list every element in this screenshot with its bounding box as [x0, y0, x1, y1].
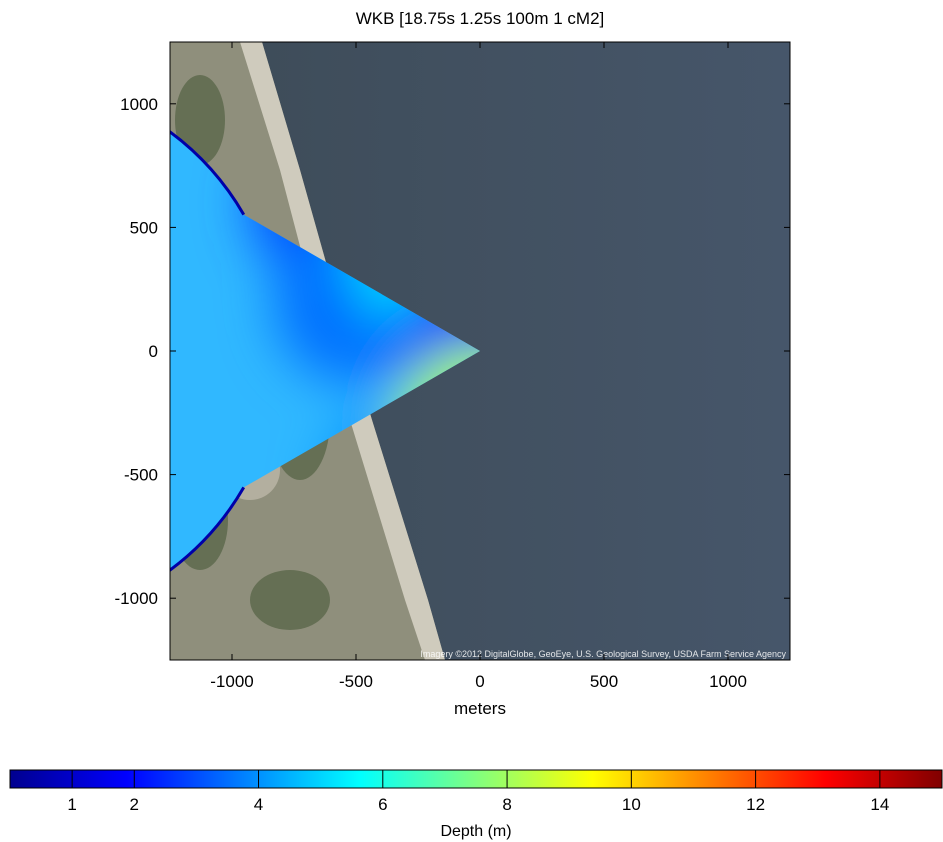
y-tick-label: 500 — [130, 218, 158, 237]
x-tick-label: -1000 — [210, 672, 253, 691]
colorbar-tick-label: 6 — [378, 795, 387, 814]
colorbar-tick-label: 4 — [254, 795, 263, 814]
y-tick-label: -500 — [124, 466, 158, 485]
colorbar-tick-label: 8 — [502, 795, 511, 814]
colorbar-tick-label: 2 — [130, 795, 139, 814]
y-tick-label: -1000 — [115, 589, 158, 608]
colorbar-tick-label: 12 — [746, 795, 765, 814]
x-tick-label: -500 — [339, 672, 373, 691]
colorbar-tick-label: 1 — [67, 795, 76, 814]
colorbar-tick-label: 14 — [870, 795, 889, 814]
x-axis-label: meters — [454, 699, 506, 718]
x-tick-label: 500 — [590, 672, 618, 691]
colorbar — [10, 770, 942, 788]
colorbar-tick-label: 10 — [622, 795, 641, 814]
imagery-attribution: Imagery ©2012 DigitalGlobe, GeoEye, U.S.… — [420, 649, 786, 659]
plot-area: Imagery ©2012 DigitalGlobe, GeoEye, U.S.… — [0, 42, 790, 660]
y-tick-label: 1000 — [120, 95, 158, 114]
y-tick-label: 0 — [149, 342, 158, 361]
chart-title: WKB [18.75s 1.25s 100m 1 cM2] — [356, 9, 605, 28]
x-tick-label: 1000 — [709, 672, 747, 691]
colorbar-label: Depth (m) — [440, 823, 511, 840]
x-tick-label: 0 — [475, 672, 484, 691]
